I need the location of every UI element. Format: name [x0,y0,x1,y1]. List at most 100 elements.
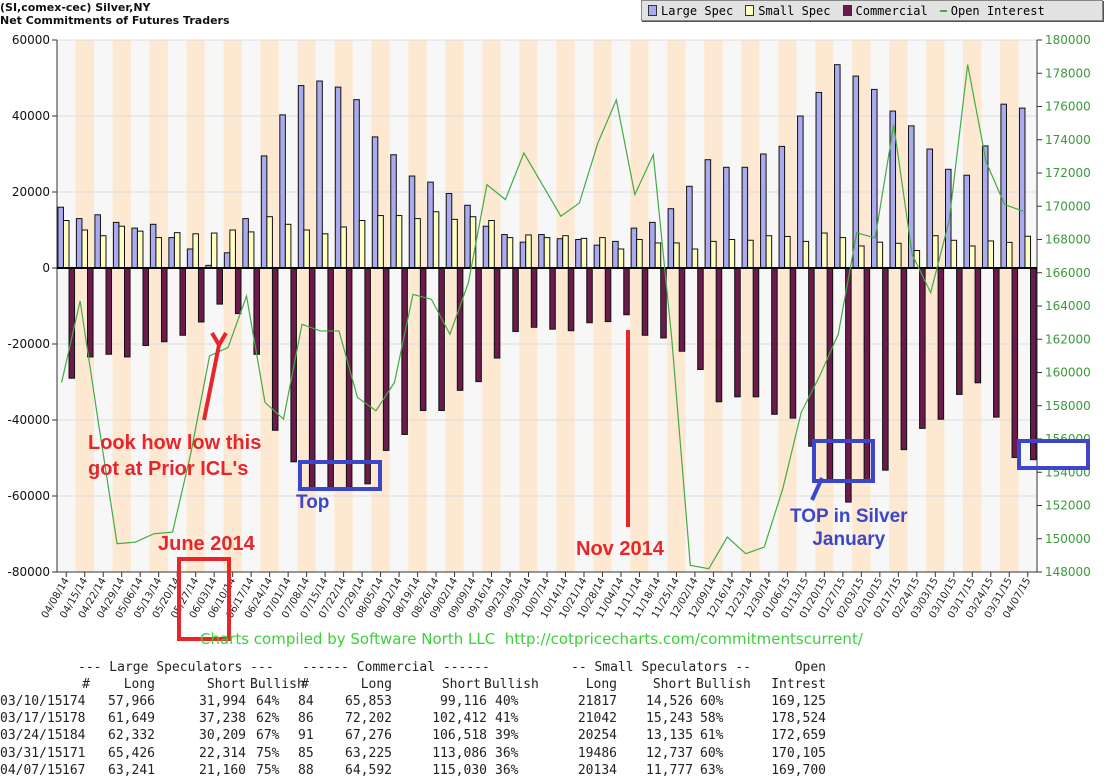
large-spec-bar [556,238,564,269]
group-header: -- Small Speculators -- [571,660,752,675]
column-header: Long [123,677,155,692]
column-band [667,40,686,572]
commercial-bar [160,267,168,343]
large-spec-bar [723,166,730,269]
large-spec-bar [279,114,286,269]
legend: Large Spec Small Spec Commercial Open In… [641,0,1103,21]
table-cell: 171 [62,745,86,761]
small-spec-bar [136,230,144,269]
top-in-silver-line2: January [812,529,886,550]
small-spec-bar [229,229,236,269]
table-cell: 84 [298,694,314,709]
large-spec-bar [1018,107,1026,269]
commercial-bar [234,267,242,315]
table-cell: 61,649 [108,711,155,727]
commercial-bar [697,267,704,370]
large-spec-bar [630,227,638,269]
large-spec-bar [482,225,490,269]
small-spec-bar [284,223,292,269]
large-spec-bar [316,80,323,269]
commercial-bar [68,267,76,379]
small-spec-bar [895,242,902,269]
table-cell: 21817 [577,694,617,709]
commercial-bar [345,267,353,488]
june-2014-box [177,557,231,641]
right-axis-label: 176000 [1045,100,1091,114]
table-cell: 57,966 [108,694,155,709]
table-cell: 41% [495,711,519,727]
commercial-bar [1011,267,1019,458]
large-spec-bar [186,248,194,269]
cot-table: --- Large Speculators --- ------ Commerci… [0,660,1115,778]
column-band [537,40,557,572]
table-cell: 184 [62,728,86,744]
commercial-bar [993,267,1000,418]
column-header: # [301,677,309,692]
small-spec-bar [617,248,625,269]
column-band [648,40,668,572]
table-cell: 61% [700,728,724,744]
commercial-bar [734,267,741,398]
table-cell: 75% [256,762,280,778]
table-cell: 04/07/15 [0,762,63,778]
large-spec-bar [612,240,619,269]
commercial-bar [789,267,797,419]
legend-label: Small Spec [758,3,831,18]
commercial-bar [87,267,94,358]
column-band [556,40,575,572]
column-band [426,40,446,572]
table-cell: 102,412 [432,711,487,727]
large-spec-bar [223,252,231,269]
commercial-bar [512,267,519,332]
large-spec-bar [131,227,138,269]
large-spec-bar [815,91,823,269]
small-spec-bar [395,215,403,269]
commercial-bar [123,267,131,358]
small-spec-bar [303,229,310,269]
table-cell: 60% [700,694,724,709]
table-cell: 169,700 [771,762,826,778]
column-band [408,40,427,572]
right-axis-label: 178000 [1045,66,1091,80]
column-band [519,40,538,572]
small-spec-bar [192,233,199,269]
large-spec-bar [1000,103,1007,269]
left-axis-label: 40000 [12,109,50,123]
commercial-bar [715,267,723,403]
large-spec-bar [926,148,934,269]
commercial-bar [142,267,150,347]
open-interest-swatch [939,9,947,12]
right-axis-label: 180000 [1045,33,1091,47]
table-cell: 15,243 [646,711,693,727]
small-spec-bar [580,237,588,269]
small-spec-bar [1005,241,1013,269]
large-spec-bar [445,193,453,269]
commercial-bar [900,267,908,451]
table-cell: 64% [256,694,280,709]
column-header: Bullish [484,677,539,692]
commercial-bar [382,267,390,451]
chart-symbol-title: (SI,comex-cec) Silver,NY [0,1,151,14]
small-spec-bar [321,233,329,269]
commercial-bar [438,267,445,411]
large-spec-bar [408,175,416,269]
legend-open-interest: Open Interest [939,4,1045,18]
small-spec-bar [691,248,699,269]
small-spec-bar [99,235,107,269]
table-cell: 03/31/15 [0,745,63,761]
top-in-silver-line1: TOP in Silver [790,506,908,527]
table-cell: 169,125 [771,694,826,709]
table-cell: 178 [62,711,86,727]
right-axis-label: 166000 [1045,266,1091,280]
table-cell: 40% [495,694,519,709]
table-cell: 21042 [577,711,617,727]
small-spec-bar [839,237,847,269]
table-cell: 88 [298,762,314,778]
commercial-bar [623,267,630,316]
table-cell: 36% [495,762,519,778]
column-band [223,40,242,572]
table-cell: 172,659 [771,728,826,744]
table-cell: 115,030 [432,762,487,778]
table-cell: 03/10/15 [0,694,63,709]
column-band [241,40,261,572]
